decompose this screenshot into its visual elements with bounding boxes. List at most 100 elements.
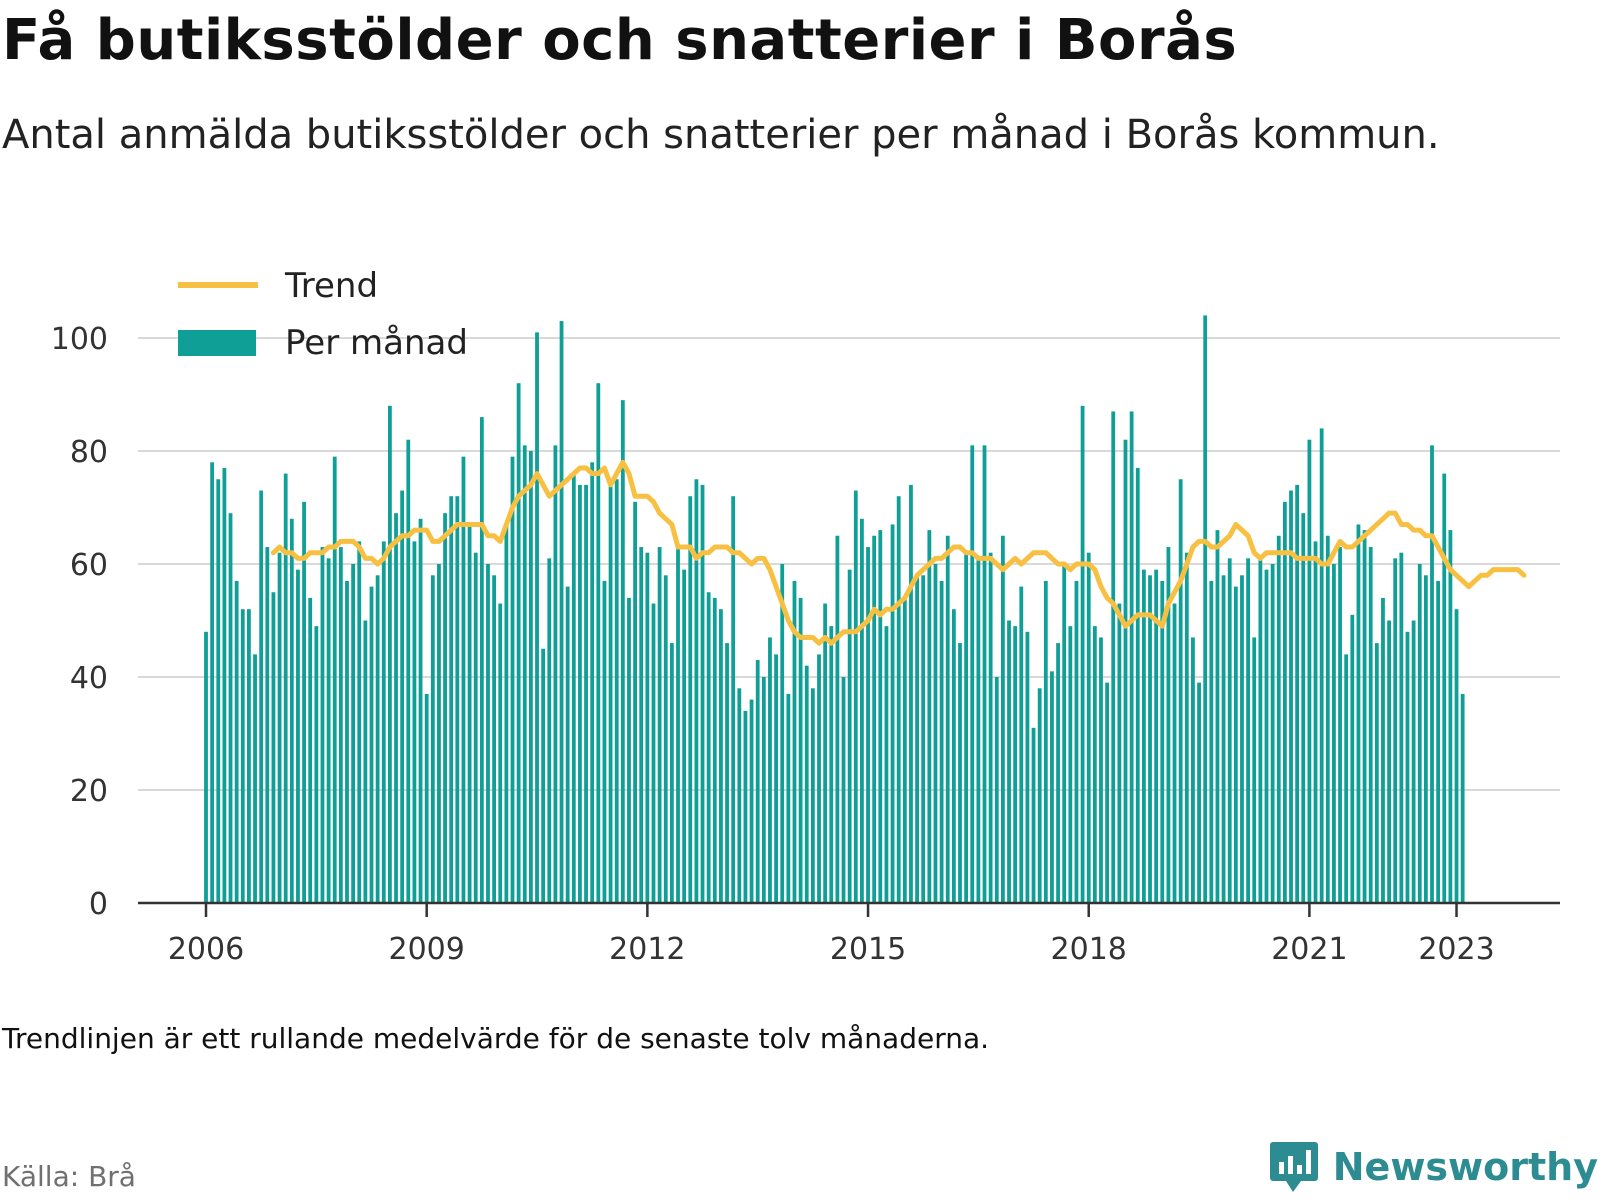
bar [259, 490, 264, 903]
bar [841, 677, 846, 903]
bar [633, 501, 637, 903]
bar [792, 580, 797, 903]
bar [1056, 643, 1060, 903]
bar [1301, 513, 1306, 903]
bar [314, 626, 319, 903]
bar [602, 580, 607, 903]
bar [688, 496, 693, 903]
bar [964, 552, 969, 903]
bar [884, 626, 889, 903]
bar [804, 665, 809, 903]
y-axis-ticks: 0 20 40 60 80 100 [51, 322, 108, 922]
legend-label-trend: Trend [284, 266, 378, 306]
bar [302, 501, 306, 903]
y-tick-label: 100 [51, 322, 108, 357]
bar [308, 597, 313, 903]
bar [547, 558, 552, 903]
bar [1430, 445, 1434, 903]
bar [351, 564, 356, 903]
bar [1448, 530, 1453, 903]
bar [1197, 682, 1201, 903]
bar [406, 439, 411, 903]
bar [492, 575, 497, 903]
brand-logo: Newsworthy [1269, 1140, 1598, 1194]
bar [1141, 569, 1146, 903]
bar [338, 547, 343, 903]
bar [400, 490, 405, 903]
bar [1460, 693, 1465, 903]
bar [388, 405, 392, 903]
bar [1289, 490, 1293, 903]
trend-line [270, 459, 1527, 646]
bar [1252, 637, 1257, 903]
bar [584, 484, 588, 903]
bar [1172, 603, 1177, 903]
bar [283, 473, 288, 903]
bar [1270, 564, 1275, 903]
bar [1209, 580, 1214, 903]
bar [761, 677, 766, 903]
bar [1043, 580, 1048, 903]
y-tick-label: 20 [70, 774, 108, 809]
bar [1080, 405, 1085, 903]
bar [1282, 501, 1287, 903]
x-axis-ticks: 2006 2009 2012 2015 2018 2021 2023 [168, 903, 1495, 967]
bar [437, 564, 441, 903]
bar [663, 575, 668, 903]
bar [1221, 575, 1226, 903]
bar [1325, 535, 1330, 903]
bar [1184, 552, 1189, 903]
bar [412, 541, 417, 903]
x-tick-label: 2012 [609, 932, 685, 967]
bar [645, 552, 650, 903]
x-tick-label: 2023 [1418, 932, 1494, 967]
bar [228, 513, 233, 903]
bar [1099, 637, 1103, 903]
bar [1442, 473, 1447, 903]
x-tick-label: 2021 [1271, 932, 1347, 967]
bar [1007, 620, 1011, 903]
bar [1264, 569, 1269, 903]
bar [1037, 688, 1042, 903]
x-tick-label: 2009 [389, 932, 465, 967]
bar [571, 473, 576, 903]
bar [651, 603, 656, 903]
bar [902, 597, 907, 903]
chart-title: Få butiksstölder och snatterier i Borås [2, 8, 1238, 73]
bar [755, 660, 760, 903]
bar [682, 569, 687, 903]
bar [927, 530, 932, 903]
bar [1411, 620, 1416, 903]
bar [1295, 484, 1300, 903]
bar [1092, 626, 1097, 903]
bar [909, 484, 913, 903]
bar [1013, 626, 1018, 903]
bar [357, 541, 362, 903]
bar [1135, 467, 1140, 903]
bar [1246, 558, 1250, 903]
bar [669, 643, 674, 903]
bar [719, 609, 723, 903]
bar [774, 654, 778, 903]
bar [1117, 603, 1122, 903]
bar [945, 535, 950, 903]
bar [473, 552, 478, 903]
bar [1344, 654, 1349, 903]
bar [1436, 580, 1441, 903]
bar [535, 332, 539, 904]
bar [326, 558, 331, 903]
bar [222, 467, 227, 903]
bar [627, 597, 631, 903]
bar [657, 547, 662, 903]
bar [878, 530, 883, 903]
bar [1227, 558, 1232, 903]
bar [369, 586, 374, 903]
bar [1215, 530, 1220, 903]
x-tick-label: 2018 [1051, 932, 1127, 967]
bar [486, 564, 490, 903]
bar [1160, 580, 1165, 903]
bar [1417, 564, 1422, 903]
bar [394, 513, 398, 903]
bar [1086, 552, 1091, 903]
bar [866, 547, 870, 903]
